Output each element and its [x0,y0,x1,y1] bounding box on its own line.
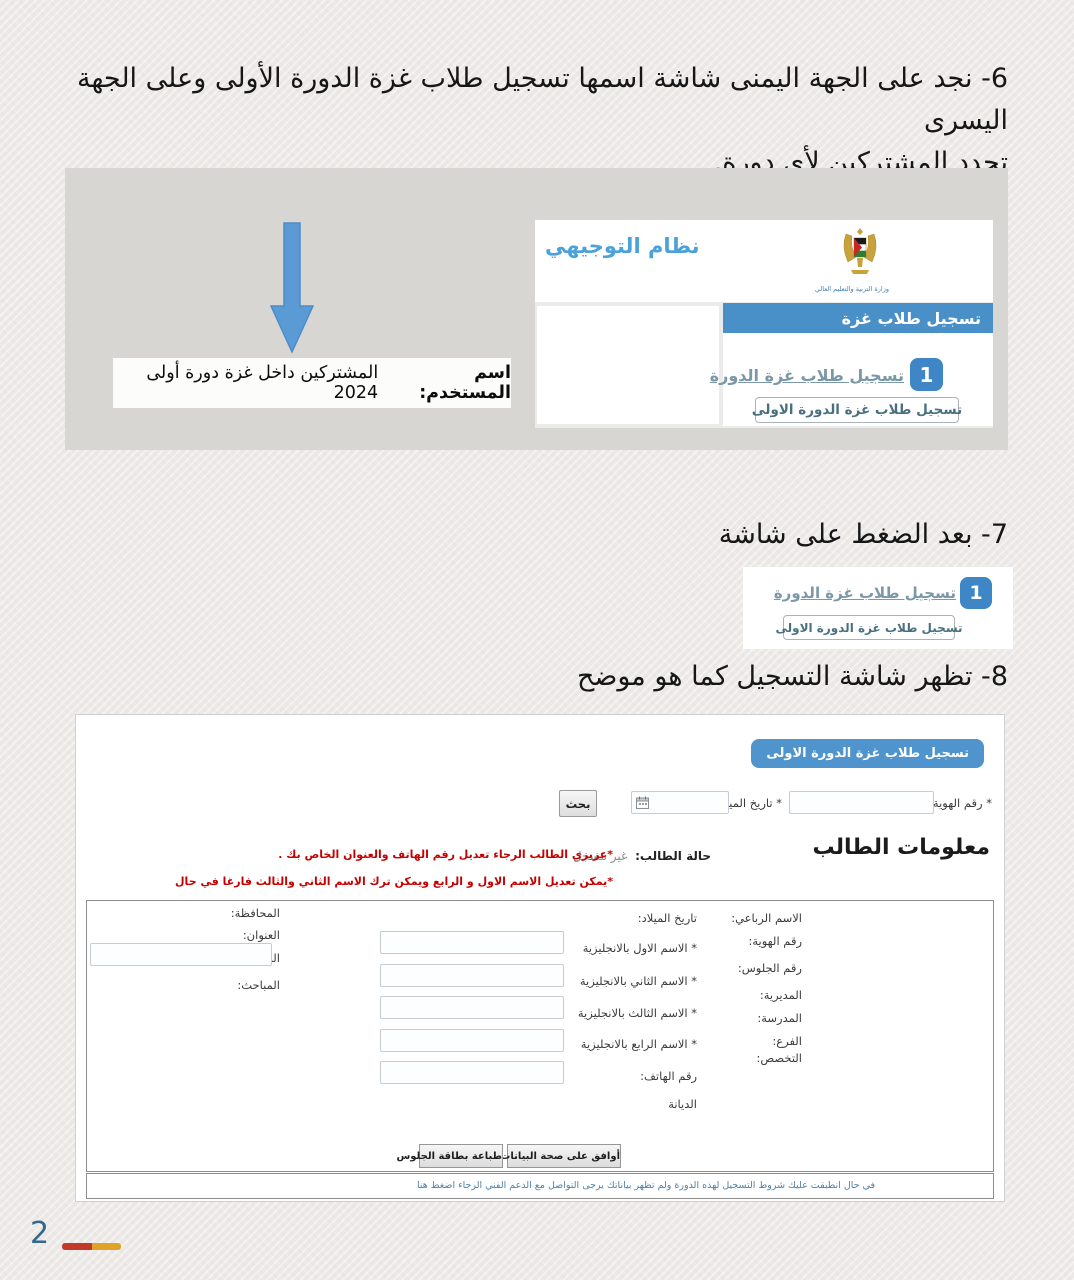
birth-date-label: * تاريخ الميلاد [717,796,782,810]
student-status-value: غير مسجل [572,849,628,863]
step-7-heading: 7- بعد الضغط على شاشة [718,519,1008,550]
branch-label: الفرع: [772,1034,802,1048]
agree-register-button[interactable]: أوافق على صحة البيانات والتسجيل [449,1144,621,1168]
support-contact-link[interactable]: في حال انطبقت عليك شروط التسجيل لهذه الد… [416,1180,875,1191]
section-bar: تسجيل طلاب غزة [723,303,993,333]
username-strip: اسم المستخدم: المشتركين داخل غزة دورة أو… [113,358,511,408]
second-name-en-input[interactable] [380,964,564,987]
id-number-input[interactable] [789,791,934,814]
fourth-name-en-label: * الاسم الرابع بالانجليزية [580,1037,697,1051]
phone-number-input[interactable] [380,1061,564,1084]
full-name-label: الاسم الرباعي: [731,911,802,925]
first-name-en-input[interactable] [380,931,564,954]
gaza-course-link[interactable]: تسجيل طلاب غزة الدورة [773,584,956,602]
course-header-button[interactable]: تسجيل طلاب غزة الدورة الاولى [751,739,984,768]
id-number-label: * رقم الهوية [932,796,992,810]
seat-number-label: رقم الجلوس: [737,961,802,975]
decorative-yellow-bar [92,1243,121,1250]
gaza-first-course-button[interactable]: تسجيل طلاب غزة الدورة الاولى [752,397,962,423]
screenshot-registration-form: تسجيل طلاب غزة الدورة الاولى * رقم الهوي… [75,714,1005,1202]
eagle-emblem-icon [843,228,877,274]
red-note-1: *عزيزي الطالب الرجاء تعديل رقم الهاتف وا… [278,848,613,861]
page-number: 2 [30,1216,50,1251]
gaza-first-course-button[interactable]: تسجيل طلاب غزة الدورة الاولى [775,615,963,640]
third-name-en-label: * الاسم الثالث بالانجليزية [577,1006,697,1020]
panel-empty-box [537,306,719,424]
username-label: اسم المستخدم: [419,363,511,403]
birth-date-input[interactable] [631,791,729,814]
down-arrow-icon [270,222,314,354]
step-6-heading: 6- نجد على الجهة اليمنى شاشة اسمها تسجيل… [66,58,1008,184]
tawjihi-panel: نظام التوجيهي وزارة التربية والتعليم الع… [535,220,993,428]
step-8-heading: 8- تظهر شاشة التسجيل كما هو موضح [576,661,1008,692]
screenshot-link-detail: 1 تسجيل طلاب غزة الدورة تسجيل طلاب غزة ا… [743,567,1013,649]
form-footer-strip: في حال انطبقت عليك شروط التسجيل لهذه الد… [86,1173,994,1199]
student-info-fieldset: الاسم الرباعي: رقم الهوية: رقم الجلوس: ا… [86,900,994,1172]
governorate-label: المحافظة: [230,906,280,920]
print-seat-card-button[interactable]: طباعة بطاقة الجلوس [396,1144,503,1168]
username-value: المشتركين داخل غزة دورة أولى 2024 [146,363,379,403]
one-badge-icon: 1 [960,577,992,609]
school-label: المدرسة: [757,1011,802,1025]
email-input[interactable] [90,943,272,966]
student-info-title: معلومات الطالب [812,835,990,860]
religion-label: الديانة [668,1097,697,1111]
subjects-label: المباحث: [237,978,280,992]
gaza-course-link[interactable]: تسجيل طلاب غزة الدورة [709,366,904,385]
system-title: نظام التوجيهي [545,234,700,258]
identity-number-label: رقم الهوية: [748,934,802,948]
one-badge-icon: 1 [910,358,943,391]
search-button[interactable]: بحث [559,790,597,817]
red-notes: *عزيزي الطالب الرجاء تعديل رقم الهاتف وا… [161,841,613,922]
first-name-en-label: * الاسم الاول بالانجليزية [582,941,697,955]
fourth-name-en-input[interactable] [380,1029,564,1052]
student-status: حالة الطالب: غير مسجل [573,849,711,863]
third-name-en-input[interactable] [380,996,564,1019]
calendar-icon[interactable] [636,796,649,809]
second-name-en-label: * الاسم الثاني بالانجليزية [579,974,697,988]
specialization-label: التخصص: [756,1051,802,1065]
ministry-label: وزارة التربية والتعليم العالي [814,285,889,293]
panel-header [535,220,993,302]
decorative-red-bar [62,1243,92,1250]
student-status-label: حالة الطالب: [635,849,711,863]
phone-number-label: رقم الهاتف: [640,1069,697,1083]
step-6-line-1: 6- نجد على الجهة اليمنى شاشة اسمها تسجيل… [76,63,1008,136]
dob-field-label: تاريخ الميلاد: [637,911,697,925]
directorate-label: المديرية: [759,988,802,1002]
address-label: العنوان: [242,928,280,942]
ministry-logo: وزارة التربية والتعليم العالي [814,227,889,301]
screenshot-login-overview: اسم المستخدم: المشتركين داخل غزة دورة أو… [65,168,1008,450]
